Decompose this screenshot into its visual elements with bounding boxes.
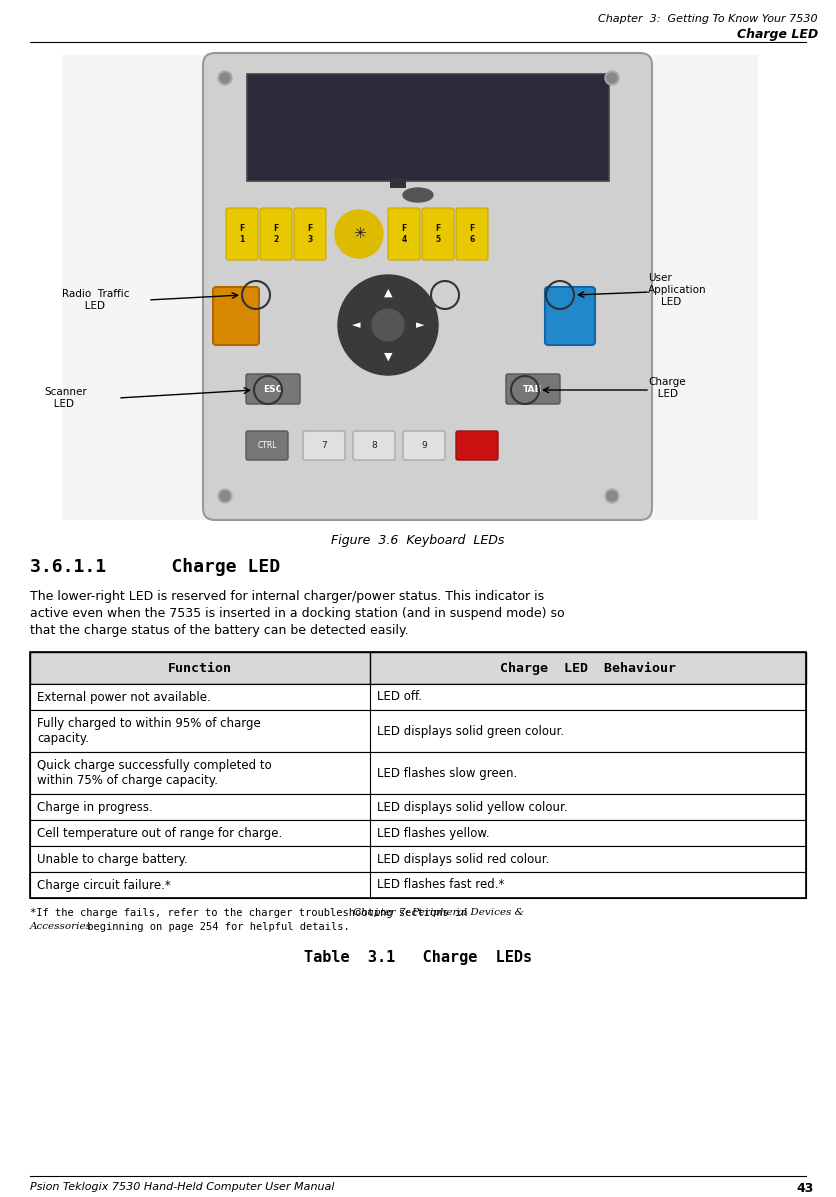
FancyBboxPatch shape: [203, 53, 652, 519]
Text: The lower-right LED is reserved for internal charger/power status. This indicato: The lower-right LED is reserved for inte…: [30, 590, 544, 603]
FancyBboxPatch shape: [353, 431, 395, 460]
FancyBboxPatch shape: [30, 846, 806, 871]
Text: Table  3.1   Charge  LEDs: Table 3.1 Charge LEDs: [304, 950, 532, 965]
Text: Fully charged to within 95% of charge: Fully charged to within 95% of charge: [37, 717, 261, 730]
Text: User
Application
    LED: User Application LED: [648, 273, 706, 306]
FancyBboxPatch shape: [388, 208, 420, 260]
Text: Function: Function: [168, 662, 232, 674]
Text: Charge circuit failure.*: Charge circuit failure.*: [37, 879, 171, 892]
Circle shape: [220, 491, 230, 502]
Text: ▼: ▼: [384, 352, 392, 361]
Ellipse shape: [403, 188, 433, 202]
Text: Chapter 7: Peripheral Devices &: Chapter 7: Peripheral Devices &: [353, 909, 524, 917]
Text: 43: 43: [797, 1181, 814, 1195]
FancyBboxPatch shape: [30, 652, 806, 683]
Circle shape: [338, 275, 438, 375]
Text: ESC: ESC: [263, 384, 283, 394]
Text: active even when the 7535 is inserted in a docking station (and in suspend mode): active even when the 7535 is inserted in…: [30, 607, 564, 620]
Text: Charge
   LED: Charge LED: [648, 377, 686, 399]
FancyBboxPatch shape: [303, 431, 345, 460]
Text: ◄: ◄: [352, 320, 360, 330]
Text: *If the charge fails, refer to the charger troubleshooting sections in: *If the charge fails, refer to the charg…: [30, 909, 474, 918]
Text: LED flashes slow green.: LED flashes slow green.: [377, 766, 517, 779]
Text: within 75% of charge capacity.: within 75% of charge capacity.: [37, 774, 218, 786]
Text: ►: ►: [415, 320, 424, 330]
Text: Charge  LED  Behaviour: Charge LED Behaviour: [500, 662, 676, 675]
FancyBboxPatch shape: [30, 871, 806, 898]
Circle shape: [607, 73, 617, 83]
FancyBboxPatch shape: [456, 208, 488, 260]
Circle shape: [220, 73, 230, 83]
FancyBboxPatch shape: [30, 820, 806, 846]
Text: Accessories: Accessories: [30, 922, 92, 931]
Text: ✳: ✳: [353, 226, 365, 242]
Text: capacity.: capacity.: [37, 733, 89, 745]
Text: External power not available.: External power not available.: [37, 691, 211, 704]
Text: that the charge status of the battery can be detected easily.: that the charge status of the battery ca…: [30, 624, 409, 637]
Text: LED displays solid red colour.: LED displays solid red colour.: [377, 852, 549, 865]
Text: ▲: ▲: [384, 288, 392, 298]
Text: 7: 7: [321, 442, 327, 450]
FancyBboxPatch shape: [260, 208, 292, 260]
Text: Scanner
   LED: Scanner LED: [44, 387, 87, 409]
FancyBboxPatch shape: [246, 431, 288, 460]
FancyBboxPatch shape: [246, 373, 300, 405]
Text: Figure  3.6  Keyboard  LEDs: Figure 3.6 Keyboard LEDs: [331, 534, 505, 547]
Circle shape: [335, 209, 383, 259]
FancyBboxPatch shape: [213, 287, 259, 345]
Text: Charge LED: Charge LED: [737, 28, 818, 41]
Text: 9: 9: [421, 442, 427, 450]
Text: LED displays solid green colour.: LED displays solid green colour.: [377, 724, 564, 737]
Text: LED displays solid yellow colour.: LED displays solid yellow colour.: [377, 801, 568, 814]
Circle shape: [605, 71, 619, 85]
FancyBboxPatch shape: [30, 683, 806, 710]
Text: F
5: F 5: [436, 224, 441, 244]
Text: LED off.: LED off.: [377, 691, 422, 704]
FancyBboxPatch shape: [62, 55, 758, 519]
FancyBboxPatch shape: [294, 208, 326, 260]
Text: beginning on page 254 for helpful details.: beginning on page 254 for helpful detail…: [80, 922, 349, 932]
Text: Psion Teklogix 7530 Hand-Held Computer User Manual: Psion Teklogix 7530 Hand-Held Computer U…: [30, 1181, 334, 1192]
Text: LED flashes fast red.*: LED flashes fast red.*: [377, 879, 504, 892]
Text: F
4: F 4: [401, 224, 406, 244]
Text: Radio  Traffic
       LED: Radio Traffic LED: [62, 290, 130, 311]
Circle shape: [218, 490, 232, 503]
FancyBboxPatch shape: [456, 431, 498, 460]
Text: TAB: TAB: [523, 384, 543, 394]
Text: Quick charge successfully completed to: Quick charge successfully completed to: [37, 759, 272, 772]
FancyBboxPatch shape: [390, 178, 406, 188]
Text: 8: 8: [371, 442, 377, 450]
FancyBboxPatch shape: [545, 287, 595, 345]
Text: 3.6.1.1      Charge LED: 3.6.1.1 Charge LED: [30, 558, 280, 576]
Text: F
3: F 3: [308, 224, 313, 244]
FancyBboxPatch shape: [422, 208, 454, 260]
Text: LED flashes yellow.: LED flashes yellow.: [377, 826, 490, 839]
Circle shape: [605, 490, 619, 503]
Text: Chapter  3:  Getting To Know Your 7530: Chapter 3: Getting To Know Your 7530: [599, 14, 818, 24]
FancyBboxPatch shape: [226, 208, 258, 260]
Circle shape: [607, 491, 617, 502]
FancyBboxPatch shape: [403, 431, 445, 460]
FancyBboxPatch shape: [30, 752, 806, 794]
Text: F
2: F 2: [273, 224, 278, 244]
Text: Charge in progress.: Charge in progress.: [37, 801, 153, 814]
FancyBboxPatch shape: [30, 710, 806, 752]
FancyBboxPatch shape: [30, 794, 806, 820]
Circle shape: [218, 71, 232, 85]
FancyBboxPatch shape: [247, 74, 609, 181]
FancyBboxPatch shape: [506, 373, 560, 405]
Circle shape: [372, 309, 404, 341]
Text: CTRL: CTRL: [257, 442, 277, 450]
Text: Unable to charge battery.: Unable to charge battery.: [37, 852, 188, 865]
Text: F
6: F 6: [469, 224, 475, 244]
Text: F
1: F 1: [239, 224, 245, 244]
Text: Cell temperature out of range for charge.: Cell temperature out of range for charge…: [37, 826, 283, 839]
